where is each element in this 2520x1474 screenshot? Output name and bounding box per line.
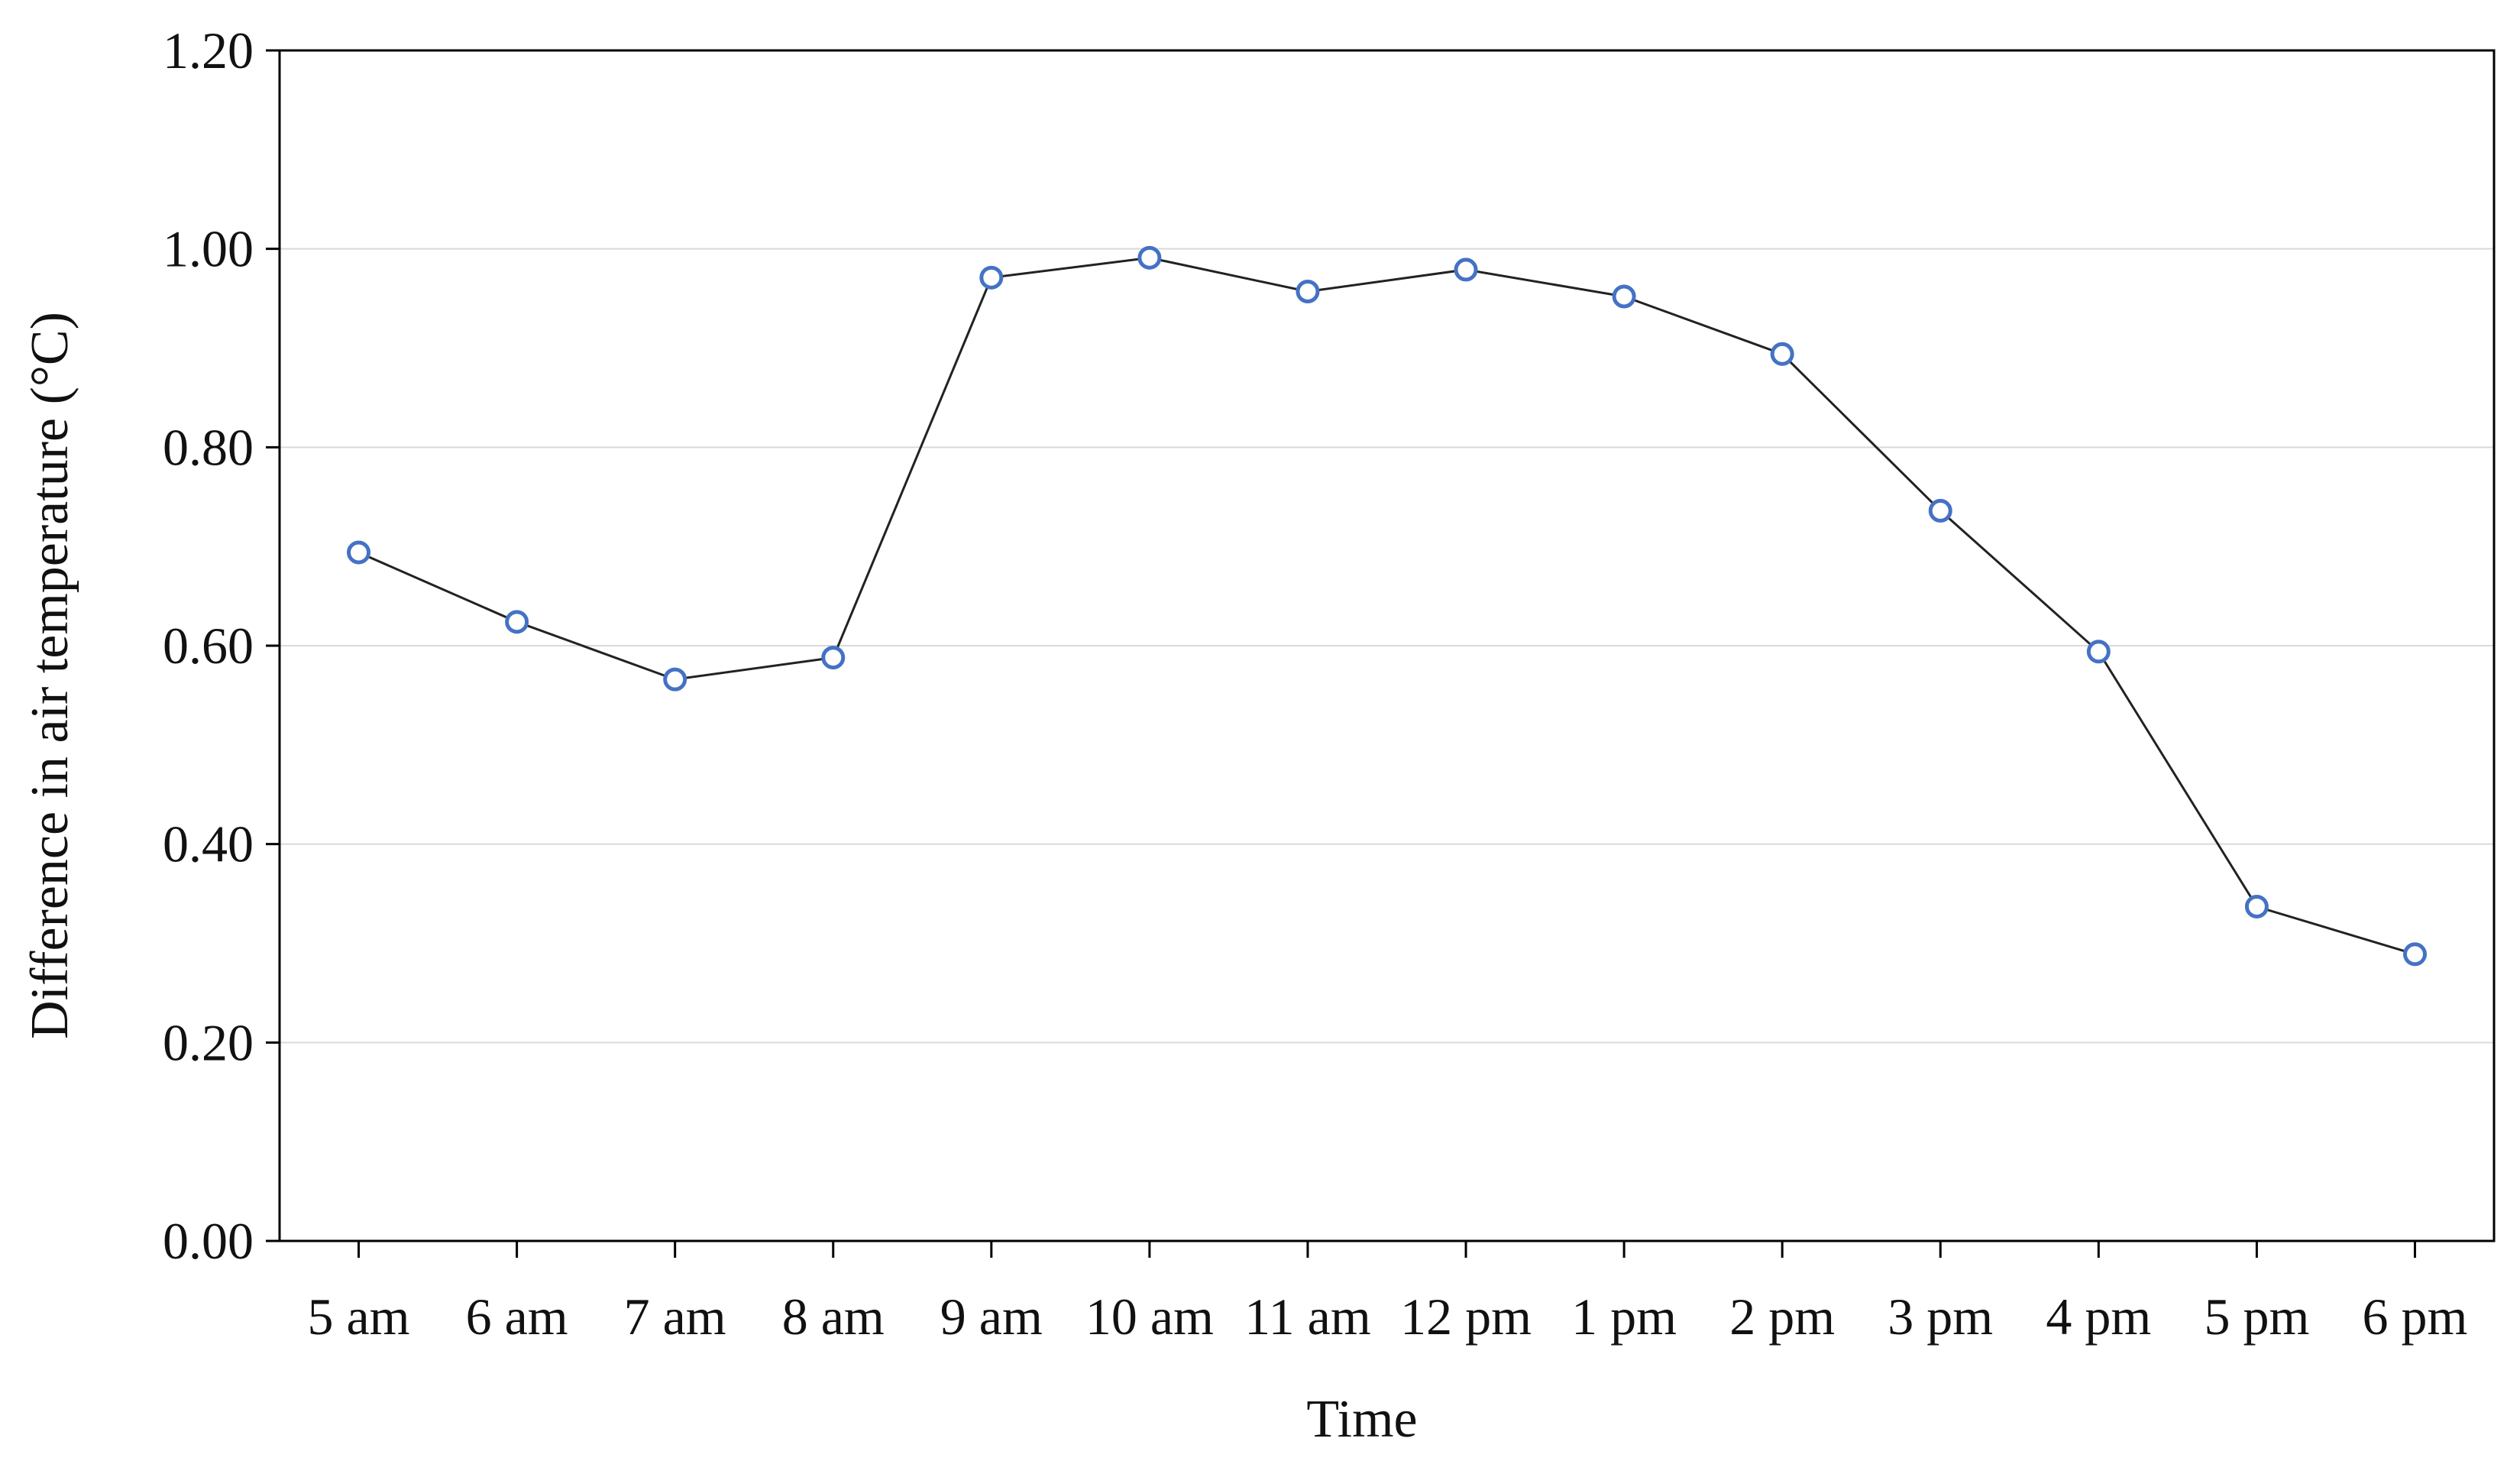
data-point xyxy=(347,540,371,565)
x-axis-title: Time xyxy=(1306,1390,1417,1449)
x-tick-label: 7 am xyxy=(624,1288,726,1346)
y-tick-label: 0.60 xyxy=(163,617,254,675)
data-point xyxy=(2402,942,2427,967)
tick-labels: 0.00 0.20 0.40 0.60 0.80 1.00 1.20 5 am 6 am 7 am… xyxy=(163,21,2467,1346)
y-axis-title: Difference in air temperature (°C) xyxy=(21,312,79,1039)
y-tick-label: 0.80 xyxy=(163,418,254,476)
data-point xyxy=(505,610,529,634)
x-tick-label: 2 pm xyxy=(1729,1288,1835,1346)
x-tick-label: 9 am xyxy=(940,1288,1043,1346)
data-point xyxy=(979,265,1004,290)
data-point xyxy=(1928,498,1952,523)
y-tick-label: 0.20 xyxy=(163,1013,254,1071)
data-point xyxy=(663,667,687,692)
x-tick-label: 6 am xyxy=(466,1288,568,1346)
x-tick-label: 5 pm xyxy=(2204,1288,2309,1346)
x-tick-label: 3 pm xyxy=(1888,1288,1993,1346)
x-tick-label: 4 pm xyxy=(2046,1288,2151,1346)
y-tick-label: 1.20 xyxy=(163,21,254,79)
data-point xyxy=(1612,284,1636,309)
data-point xyxy=(1454,258,1478,282)
x-tick-label: 10 am xyxy=(1085,1288,1214,1346)
data-point xyxy=(821,646,846,670)
x-tick-label: 11 am xyxy=(1244,1288,1371,1346)
y-tick-label: 1.00 xyxy=(163,220,254,278)
y-tick-label: 0.00 xyxy=(163,1212,254,1270)
x-tick-label: 12 pm xyxy=(1400,1288,1532,1346)
x-tick-label: 5 am xyxy=(307,1288,409,1346)
x-tick-label: 1 pm xyxy=(1571,1288,1677,1346)
data-point xyxy=(1137,245,1162,270)
data-point xyxy=(2244,894,2269,918)
y-tick-label: 0.40 xyxy=(163,815,254,873)
data-point xyxy=(1296,279,1320,303)
series-line xyxy=(357,256,2415,956)
plot-area-border xyxy=(278,49,2496,1242)
x-tick-label: 8 am xyxy=(782,1288,885,1346)
data-point xyxy=(2086,640,2111,664)
axes xyxy=(266,49,2496,1258)
grid-lines xyxy=(280,248,2494,1044)
series-group xyxy=(347,245,2427,967)
x-tick-label: 6 pm xyxy=(2363,1288,2468,1346)
data-point xyxy=(1770,342,1794,366)
